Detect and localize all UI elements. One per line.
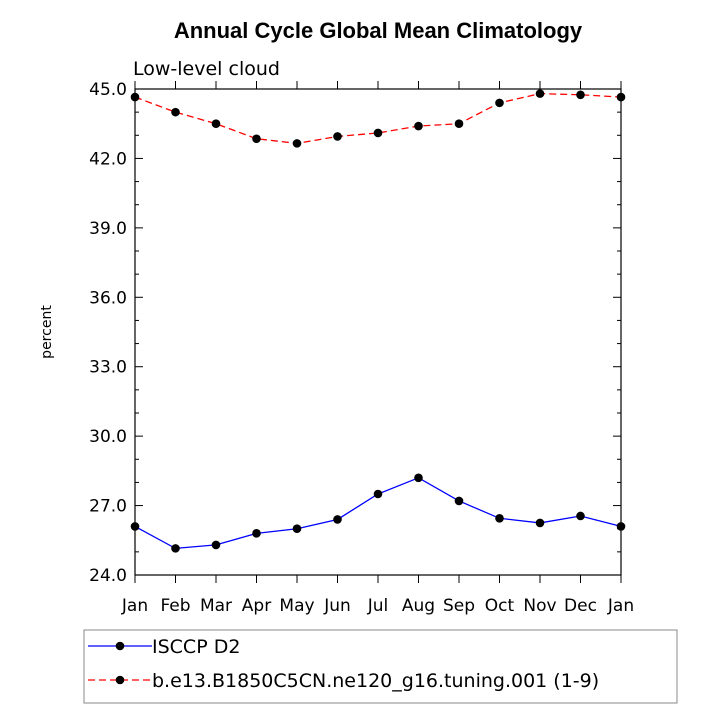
data-point [616, 92, 626, 102]
x-tick-label: Sep [443, 596, 475, 616]
data-point [373, 128, 383, 138]
legend: ISCCP D2 b.e13.B1850C5CN.ne120_g16.tuning… [88, 636, 599, 692]
y-axis-label: percent [39, 305, 55, 359]
x-tick-label: Apr [242, 596, 271, 616]
data-point [454, 119, 464, 129]
data-point [171, 107, 180, 117]
y-tick-label: 42.0 [89, 149, 127, 169]
plot-frame [134, 88, 622, 576]
y-tick-labels: 24.0 27.0 30.0 33.0 36.0 39.0 42.0 45.0 [89, 80, 127, 586]
axis-ticks [134, 81, 622, 583]
y-tick-label: 39.0 [89, 219, 127, 239]
data-point [252, 134, 261, 144]
data-point [373, 489, 383, 499]
data-point [252, 529, 261, 538]
data-point [495, 98, 504, 108]
data-point [333, 132, 342, 141]
data-point [211, 540, 221, 550]
data-point [535, 518, 545, 528]
y-tick-label: 33.0 [89, 358, 127, 378]
y-tick-label: 45.0 [89, 80, 127, 100]
data-point [292, 524, 302, 534]
data-point [576, 511, 585, 521]
chart-subtitle: Low-level cloud [133, 58, 280, 80]
legend-label-1: ISCCP D2 [152, 636, 240, 658]
x-tick-label: Mar [200, 596, 232, 616]
data-point [495, 514, 504, 523]
y-tick-label: 24.0 [89, 566, 127, 586]
data-point [535, 89, 545, 98]
x-tick-label: Aug [402, 596, 435, 616]
series-layer [130, 89, 626, 553]
data-point [454, 496, 464, 506]
data-point [130, 92, 140, 102]
data-point [414, 121, 423, 131]
y-tick-label: 30.0 [89, 427, 127, 447]
data-point [414, 473, 423, 483]
legend-box [83, 629, 678, 704]
data-point [333, 515, 342, 524]
data-point [292, 139, 302, 148]
data-point [171, 544, 180, 553]
y-tick-label: 36.0 [89, 288, 127, 308]
x-tick-label: Jul [367, 596, 389, 616]
legend-label-2: b.e13.B1850C5CN.ne120_g16.tuning.001 (1-… [152, 670, 599, 692]
legend-marker-2 [115, 675, 125, 685]
data-point [211, 119, 221, 129]
series-line-1 [134, 477, 622, 550]
y-tick-label: 27.0 [89, 497, 127, 517]
x-tick-label: Oct [485, 596, 515, 616]
data-point [616, 522, 626, 531]
data-point [130, 522, 140, 531]
x-tick-label: Feb [160, 596, 190, 616]
x-tick-label: May [279, 596, 314, 616]
x-tick-labels: Jan Feb Mar Apr May Jun Jul Aug Sep Oct Nov Dec Jan [121, 596, 634, 616]
x-tick-label: Dec [564, 596, 597, 616]
x-tick-label: Nov [523, 596, 556, 616]
data-point [576, 90, 585, 100]
x-tick-label: Jun [323, 596, 351, 616]
legend-marker-1 [115, 641, 125, 651]
x-tick-label: Jan [121, 596, 148, 616]
x-tick-label: Jan [607, 596, 634, 616]
chart-title: Annual Cycle Global Mean Climatology [174, 18, 583, 43]
